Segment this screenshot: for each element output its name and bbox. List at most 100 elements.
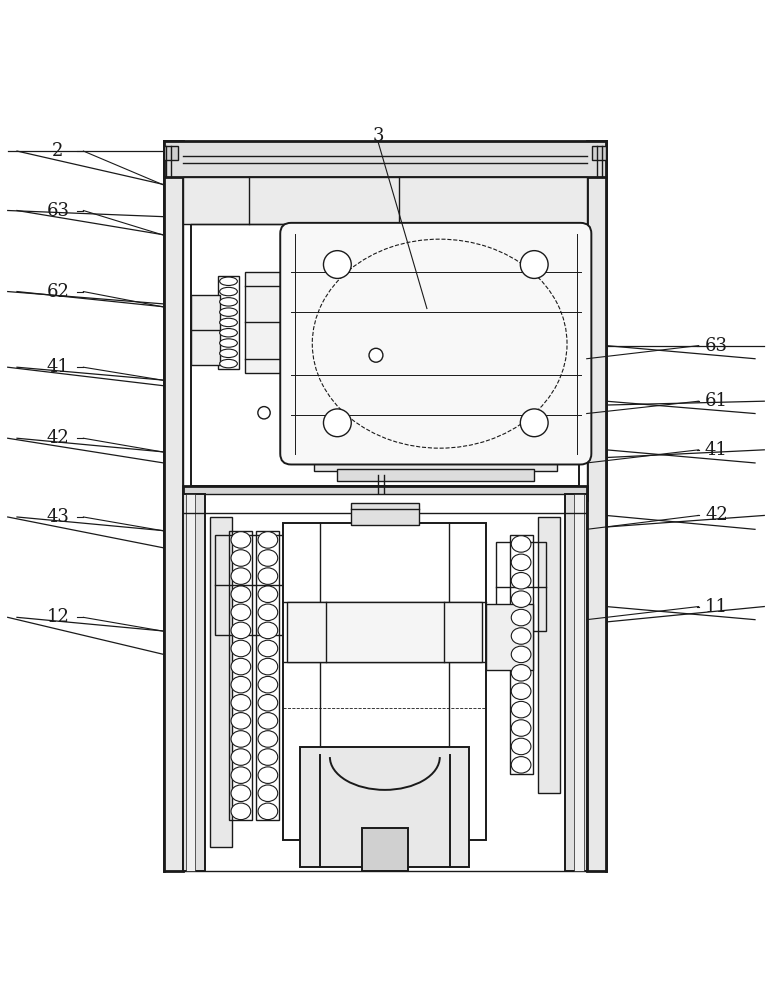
- Ellipse shape: [231, 532, 251, 548]
- Ellipse shape: [511, 536, 531, 552]
- Bar: [538, 517, 560, 793]
- Text: 12: 12: [46, 608, 69, 626]
- Bar: [183, 486, 587, 500]
- Ellipse shape: [511, 573, 531, 589]
- Ellipse shape: [220, 277, 237, 285]
- Ellipse shape: [220, 329, 237, 337]
- FancyBboxPatch shape: [280, 223, 591, 464]
- Bar: [164, 141, 606, 177]
- Bar: [574, 494, 584, 871]
- Ellipse shape: [220, 359, 237, 368]
- Ellipse shape: [220, 287, 237, 296]
- Bar: [183, 177, 587, 494]
- Text: 2: 2: [52, 142, 63, 160]
- Ellipse shape: [231, 785, 251, 802]
- Bar: [164, 146, 178, 160]
- Circle shape: [258, 407, 270, 419]
- Circle shape: [323, 251, 351, 278]
- Ellipse shape: [231, 568, 251, 584]
- Bar: [191, 295, 220, 365]
- Bar: [229, 531, 252, 820]
- Text: 11: 11: [705, 598, 728, 616]
- Ellipse shape: [258, 658, 278, 675]
- Bar: [215, 535, 293, 635]
- Bar: [496, 542, 546, 631]
- Text: 61: 61: [705, 392, 728, 410]
- Ellipse shape: [258, 604, 278, 621]
- Ellipse shape: [511, 720, 531, 736]
- Bar: [486, 604, 533, 670]
- Bar: [510, 535, 533, 774]
- Text: 3: 3: [373, 127, 384, 145]
- Ellipse shape: [231, 803, 251, 820]
- Ellipse shape: [220, 298, 237, 306]
- Ellipse shape: [258, 694, 278, 711]
- Ellipse shape: [220, 318, 237, 327]
- Bar: [256, 531, 279, 820]
- Text: 41: 41: [705, 441, 728, 459]
- Bar: [300, 747, 469, 867]
- Ellipse shape: [231, 658, 251, 675]
- Bar: [186, 494, 195, 871]
- Ellipse shape: [231, 694, 251, 711]
- Bar: [210, 517, 232, 847]
- Ellipse shape: [511, 591, 531, 607]
- Ellipse shape: [231, 767, 251, 783]
- Bar: [337, 469, 534, 481]
- Ellipse shape: [511, 646, 531, 663]
- Ellipse shape: [231, 676, 251, 693]
- Text: 41: 41: [46, 358, 69, 376]
- Ellipse shape: [231, 749, 251, 765]
- Ellipse shape: [258, 749, 278, 765]
- Ellipse shape: [258, 640, 278, 657]
- Bar: [218, 276, 239, 369]
- Ellipse shape: [258, 550, 278, 566]
- Ellipse shape: [258, 532, 278, 548]
- Ellipse shape: [511, 757, 531, 773]
- Circle shape: [520, 409, 548, 437]
- Ellipse shape: [258, 586, 278, 602]
- Bar: [164, 141, 183, 871]
- Bar: [183, 177, 587, 224]
- Ellipse shape: [258, 713, 278, 729]
- Ellipse shape: [231, 731, 251, 747]
- Bar: [351, 503, 419, 525]
- Ellipse shape: [511, 683, 531, 699]
- Ellipse shape: [231, 622, 251, 639]
- Ellipse shape: [220, 349, 237, 358]
- Ellipse shape: [511, 554, 531, 571]
- Bar: [587, 141, 606, 871]
- Bar: [183, 494, 587, 871]
- Ellipse shape: [258, 803, 278, 820]
- Bar: [283, 523, 486, 840]
- Text: 42: 42: [705, 506, 728, 524]
- Bar: [565, 494, 587, 871]
- Bar: [245, 272, 295, 373]
- Ellipse shape: [231, 550, 251, 566]
- Ellipse shape: [258, 622, 278, 639]
- Ellipse shape: [258, 568, 278, 584]
- Ellipse shape: [511, 628, 531, 644]
- Text: 63: 63: [705, 337, 728, 355]
- Ellipse shape: [258, 731, 278, 747]
- Text: 42: 42: [46, 429, 69, 447]
- Circle shape: [369, 348, 383, 362]
- Bar: [191, 181, 579, 486]
- Ellipse shape: [511, 701, 531, 718]
- Ellipse shape: [258, 767, 278, 783]
- Circle shape: [323, 409, 351, 437]
- Bar: [592, 146, 606, 160]
- Ellipse shape: [231, 640, 251, 657]
- Bar: [314, 452, 557, 471]
- Text: 43: 43: [46, 508, 69, 526]
- Ellipse shape: [220, 339, 237, 347]
- Ellipse shape: [258, 676, 278, 693]
- Ellipse shape: [220, 308, 237, 316]
- Bar: [287, 602, 482, 662]
- Ellipse shape: [511, 738, 531, 755]
- Ellipse shape: [231, 604, 251, 621]
- Ellipse shape: [258, 785, 278, 802]
- Circle shape: [520, 251, 548, 278]
- Bar: [183, 494, 205, 871]
- Ellipse shape: [231, 713, 251, 729]
